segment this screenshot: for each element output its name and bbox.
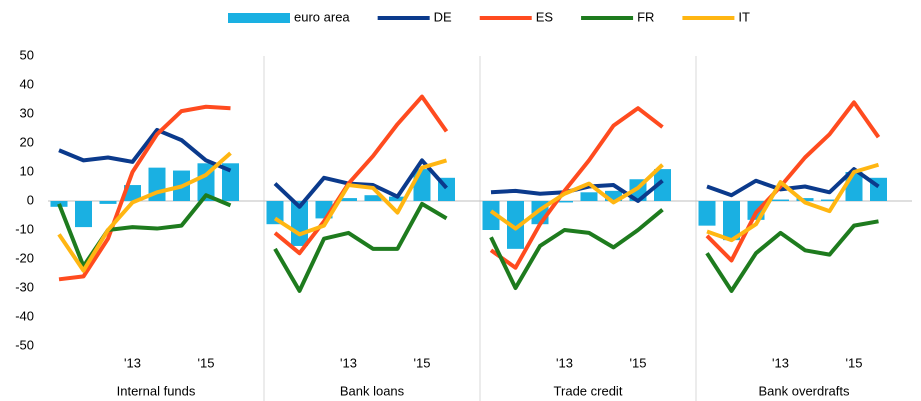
line bbox=[58, 127, 232, 173]
bar bbox=[698, 201, 716, 226]
line bbox=[273, 158, 448, 209]
bar bbox=[99, 201, 117, 204]
y-tick-label: 0 bbox=[27, 192, 34, 207]
x-tick-label: '15 bbox=[414, 355, 431, 370]
bar bbox=[364, 195, 382, 201]
legend-label: ES bbox=[536, 9, 554, 24]
bar bbox=[796, 198, 814, 201]
panel-label: Bank loans bbox=[340, 383, 405, 398]
legend-swatch bbox=[228, 13, 290, 23]
line bbox=[706, 167, 880, 198]
bar bbox=[556, 201, 573, 203]
bar bbox=[772, 199, 789, 201]
bar bbox=[222, 163, 239, 201]
line bbox=[705, 219, 879, 293]
legend-label: DE bbox=[434, 9, 452, 24]
bar bbox=[580, 192, 598, 201]
bar bbox=[340, 198, 357, 201]
line bbox=[273, 201, 448, 293]
bar bbox=[266, 201, 284, 225]
bar bbox=[413, 169, 431, 201]
line bbox=[273, 158, 448, 237]
y-tick-label: 40 bbox=[20, 76, 34, 91]
bar bbox=[723, 201, 740, 241]
bar bbox=[389, 196, 406, 201]
x-tick-label: '13 bbox=[124, 355, 141, 370]
line bbox=[706, 162, 880, 243]
y-tick-label: -50 bbox=[15, 337, 34, 352]
panel-label: Bank overdrafts bbox=[758, 383, 850, 398]
y-tick-label: -10 bbox=[15, 221, 34, 236]
x-tick-label: '13 bbox=[772, 355, 789, 370]
y-tick-label: 10 bbox=[20, 163, 34, 178]
y-tick-label: -30 bbox=[15, 279, 34, 294]
panel-label: Trade credit bbox=[554, 383, 623, 398]
panel-label: Internal funds bbox=[117, 383, 196, 398]
bar bbox=[482, 201, 500, 230]
bar bbox=[605, 190, 622, 201]
line bbox=[273, 94, 449, 256]
bar bbox=[75, 201, 92, 228]
legend-label: IT bbox=[738, 9, 750, 24]
x-tick-label: '13 bbox=[556, 355, 573, 370]
y-tick-label: 30 bbox=[20, 105, 34, 120]
x-tick-label: '15 bbox=[846, 355, 863, 370]
line bbox=[58, 104, 231, 282]
bar bbox=[821, 199, 838, 201]
legend-label: euro area bbox=[294, 9, 350, 24]
bar bbox=[507, 201, 524, 249]
line bbox=[57, 151, 232, 273]
y-tick-label: -20 bbox=[15, 250, 34, 265]
y-tick-label: 50 bbox=[20, 47, 34, 62]
y-tick-label: -40 bbox=[15, 308, 34, 323]
legend-label: FR bbox=[637, 9, 654, 24]
y-tick-label: 20 bbox=[20, 134, 34, 149]
line bbox=[489, 208, 664, 290]
bar bbox=[654, 169, 671, 201]
x-tick-label: '15 bbox=[198, 355, 215, 370]
x-tick-label: '15 bbox=[630, 355, 647, 370]
line bbox=[489, 163, 664, 231]
line bbox=[489, 106, 664, 270]
line bbox=[705, 100, 881, 263]
x-tick-label: '13 bbox=[340, 355, 357, 370]
